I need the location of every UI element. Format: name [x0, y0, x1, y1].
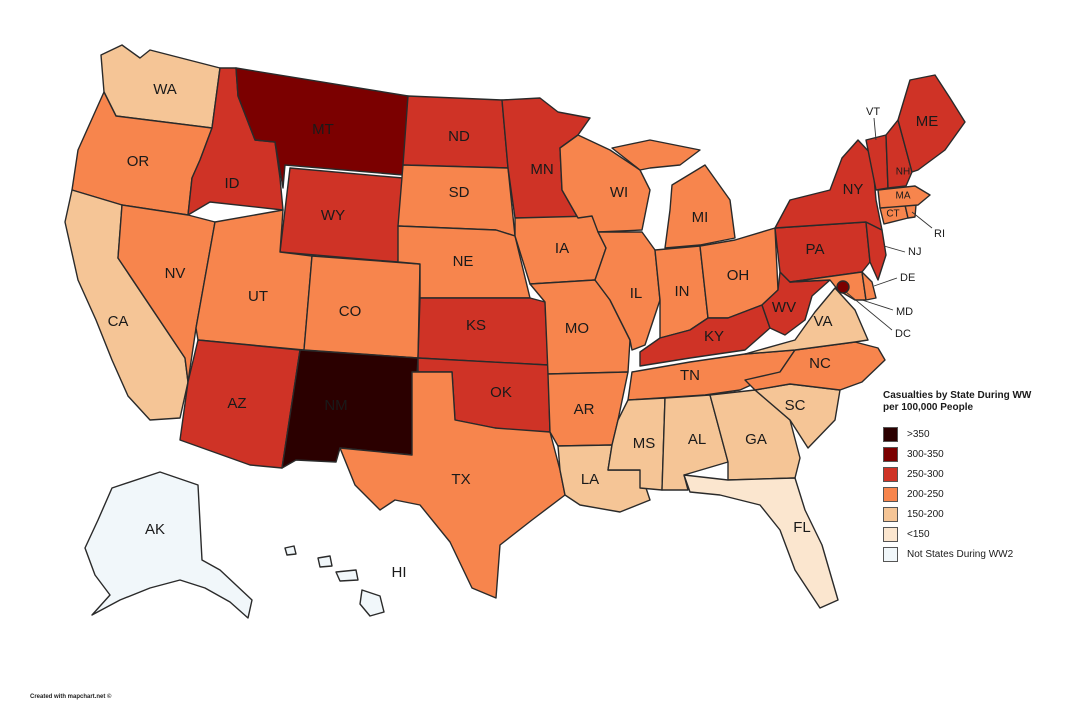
label-mi: MI [692, 209, 709, 226]
label-ne: NE [453, 253, 474, 270]
label-in: IN [675, 283, 690, 300]
label-ak: AK [145, 521, 165, 538]
legend-title-line2: per 100,000 People [883, 402, 974, 413]
legend-item: 250-300 [883, 464, 1079, 484]
state-labels: WA OR CA ID NV MT WY UT CO AZ NM ND SD N… [108, 81, 939, 581]
label-hi: HI [392, 564, 407, 581]
state-nv[interactable] [117, 204, 216, 383]
label-ma: MA [896, 191, 911, 202]
label-wa: WA [153, 81, 177, 98]
label-me: ME [916, 113, 939, 130]
state-mi[interactable] [611, 139, 736, 249]
state-ak[interactable] [84, 471, 253, 619]
label-de: DE [900, 272, 915, 284]
label-il: IL [630, 285, 643, 302]
state-tx[interactable] [339, 371, 566, 599]
label-ct: CT [886, 209, 899, 220]
state-wv[interactable] [761, 271, 831, 336]
leader-labels: VT RI NJ DE MD DC [845, 106, 945, 340]
state-va[interactable] [744, 287, 869, 355]
label-nm: NM [324, 397, 347, 414]
label-oh: OH [727, 267, 750, 284]
label-wv: WV [772, 299, 796, 316]
label-la: LA [581, 471, 599, 488]
legend-item: 200-250 [883, 484, 1079, 504]
legend-item: >350 [883, 424, 1079, 444]
label-nj: NJ [908, 246, 921, 258]
label-tn: TN [680, 367, 700, 384]
credit-text: Created with mapchart.net © [30, 694, 112, 700]
state-dc[interactable] [836, 280, 850, 294]
label-or: OR [127, 153, 150, 170]
legend-swatch [883, 546, 898, 562]
label-ut: UT [248, 288, 268, 305]
label-nd: ND [448, 128, 470, 145]
label-co: CO [339, 303, 362, 320]
legend-label: >350 [907, 428, 930, 440]
label-ok: OK [490, 384, 512, 401]
legend-item: 300-350 [883, 444, 1079, 464]
label-mt: MT [312, 121, 334, 138]
label-wi: WI [610, 184, 628, 201]
label-ia: IA [555, 240, 569, 257]
label-md: MD [896, 306, 913, 318]
legend-label: 300-350 [907, 448, 944, 460]
legend-item: 150-200 [883, 504, 1079, 524]
label-ms: MS [633, 435, 656, 452]
label-ky: KY [704, 328, 724, 345]
legend-item: Not States During WW2 [883, 544, 1079, 564]
legend-label: 200-250 [907, 488, 944, 500]
label-id: ID [225, 175, 240, 192]
legend-rows: >350 300-350 250-300 200-250 150-200 <150 Not … [883, 424, 1079, 564]
state-ms[interactable] [607, 397, 666, 491]
state-ma[interactable] [877, 185, 931, 209]
label-az: AZ [227, 395, 246, 412]
state-fl[interactable] [683, 474, 839, 609]
legend-swatch [883, 446, 898, 462]
state-co[interactable] [303, 255, 421, 359]
state-me[interactable] [897, 74, 966, 173]
state-nh[interactable] [885, 119, 913, 189]
state-ny[interactable] [774, 139, 883, 231]
label-fl: FL [793, 519, 811, 536]
legend-label: 150-200 [907, 508, 944, 520]
label-vt: VT [866, 106, 880, 118]
label-al: AL [688, 431, 706, 448]
legend-swatch [883, 526, 898, 542]
state-de[interactable] [861, 271, 877, 301]
legend-label: 250-300 [907, 468, 944, 480]
legend-label: Not States During WW2 [907, 548, 1014, 560]
label-ri: RI [934, 228, 945, 240]
legend-swatch [883, 466, 898, 482]
label-sd: SD [449, 184, 470, 201]
label-ga: GA [745, 431, 767, 448]
label-mo: MO [565, 320, 589, 337]
legend-swatch [883, 486, 898, 502]
label-nc: NC [809, 355, 831, 372]
legend-swatch [883, 506, 898, 522]
legend-swatch [883, 426, 898, 442]
label-dc: DC [895, 328, 911, 340]
label-ca: CA [108, 313, 129, 330]
legend-item: <150 [883, 524, 1079, 544]
state-hi[interactable] [284, 545, 385, 617]
label-nv: NV [165, 265, 186, 282]
state-nc[interactable] [744, 341, 886, 391]
label-ks: KS [466, 317, 486, 334]
label-pa: PA [806, 241, 825, 258]
label-sc: SC [785, 397, 806, 414]
legend-title-line1: Casualties by State During WW [883, 390, 1032, 401]
state-il[interactable] [594, 231, 661, 351]
label-wy: WY [321, 207, 345, 224]
label-mn: MN [530, 161, 553, 178]
legend: Casualties by State During WW per 100,00… [883, 390, 1079, 564]
label-va: VA [814, 313, 833, 330]
label-tx: TX [451, 471, 470, 488]
label-ar: AR [574, 401, 595, 418]
legend-label: <150 [907, 528, 930, 540]
label-nh: NH [896, 167, 910, 178]
label-ny: NY [843, 181, 864, 198]
state-nj[interactable] [865, 221, 887, 281]
